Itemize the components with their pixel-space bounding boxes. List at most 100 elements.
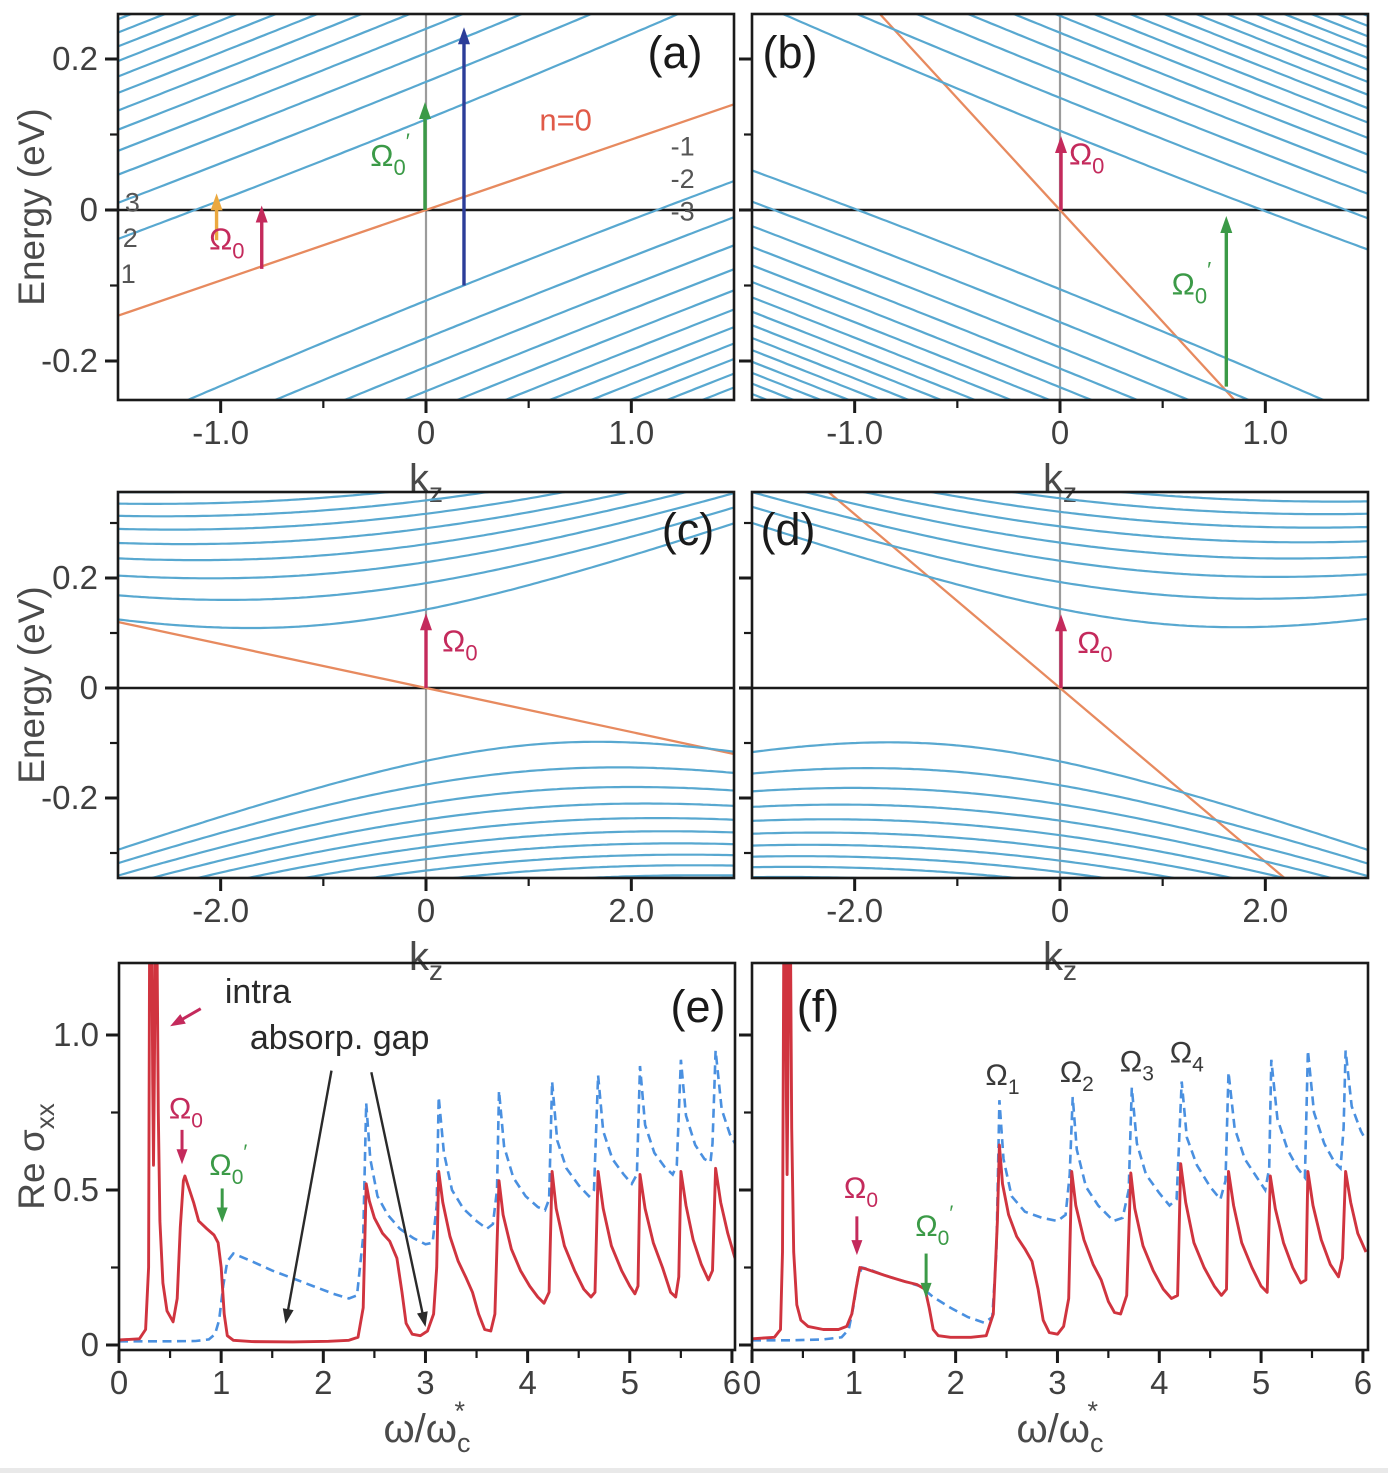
landau-level-curve-n7 — [118, 14, 321, 94]
landau-level-curve-n-1 — [752, 169, 1327, 400]
y-axis-title: Re σxx — [11, 1103, 60, 1209]
landau-level-curve-n-4 — [401, 268, 734, 400]
landau-level-curve-n1 — [118, 522, 734, 630]
omega2-label: Ω2 — [1060, 1056, 1094, 1096]
absorption-gap-arrow-1 — [282, 1070, 333, 1324]
landau-level-curve-n6 — [118, 492, 571, 531]
landau-level-curve-n-8 — [752, 855, 1113, 878]
omega0-label: Ω0 — [209, 221, 244, 263]
panel-letter-f: (f) — [797, 981, 839, 1032]
landau-level-curve-n-6 — [502, 308, 734, 400]
x-tick-label: 5 — [1252, 1364, 1270, 1401]
omega0-prime-label: Ω0′ — [209, 1141, 247, 1189]
landau-level-curve-n4 — [118, 492, 691, 562]
landau-level-curve-n8 — [118, 14, 279, 78]
landau-level-curve-n-4 — [752, 803, 1336, 878]
landau-level-curve-n4 — [118, 14, 466, 152]
omega0-transition-arrow — [1055, 136, 1067, 210]
landau-level-curve-n2 — [118, 14, 595, 204]
x-tick-label: 0 — [1051, 892, 1069, 929]
landau-level-curve-n11 — [1223, 14, 1368, 71]
landau-level-curve-n-10 — [565, 874, 734, 878]
landau-level-curve-n9 — [118, 14, 240, 63]
landau-level-curve-n2 — [854, 14, 1368, 220]
landau-level-curve-n-4 — [752, 245, 1141, 400]
panel-letter-e: (e) — [671, 981, 726, 1032]
omega0-prime-label: Ω0′ — [1172, 258, 1212, 309]
omega0-transition-arrow — [255, 205, 268, 269]
landau-level-curve-n-11 — [752, 349, 882, 400]
y-tick-label: 0.5 — [53, 1171, 99, 1208]
omega0-prime-pointer-arrow — [216, 1188, 228, 1223]
landau-level-curve-n5 — [858, 492, 1368, 544]
landau-level-curve-n12 — [1253, 14, 1368, 60]
landau-level-curve-n1 — [752, 521, 1368, 629]
omega0-prime-label: Ω0′ — [915, 1202, 953, 1250]
omega0-pointer-arrow — [176, 1129, 188, 1165]
landau-level-curve-n-1 — [118, 740, 734, 851]
conductivity-curve-red-solid — [752, 963, 1368, 1341]
level-1-label: 1 — [121, 259, 136, 289]
landau-level-curve-n-9 — [444, 864, 734, 878]
landau-level-curve-n-1 — [184, 179, 734, 400]
panel-letter-d: (d) — [761, 504, 816, 555]
panel-frame — [750, 961, 1370, 1352]
landau-level-curve-n-10 — [752, 336, 912, 400]
absorption-gap-label: absorp. gap — [250, 1019, 430, 1057]
omega0-prime-pointer-arrow — [920, 1253, 932, 1298]
panel-letter-b: (b) — [763, 27, 818, 78]
landau-level-curve-n-9 — [752, 865, 1028, 878]
axis-ticks: -2.0 0 2.0 — [739, 521, 1288, 929]
landau-level-curve-n-2 — [272, 216, 734, 400]
x-axis-title: ω/ωc* — [1016, 1396, 1103, 1458]
y-tick-label: 0.2 — [52, 40, 98, 77]
landau-level-curve-n8 — [118, 492, 400, 505]
landau-level-curve-n-7 — [752, 296, 1015, 400]
x-tick-label: 2.0 — [1242, 892, 1288, 929]
omega3-label: Ω3 — [1120, 1045, 1154, 1085]
landau-level-curve-n3 — [752, 492, 1368, 578]
landau-level-curve-n7 — [1091, 14, 1368, 124]
x-tick-label: 1 — [845, 1364, 863, 1401]
x-tick-label: 1.0 — [1242, 414, 1288, 451]
x-tick-label: -1.0 — [192, 414, 249, 451]
landau-level-curve-n-4 — [147, 802, 734, 878]
axis-ticks: -1.0 0 1.0 — [739, 57, 1288, 451]
panel-d: -2.0 0 2.0kz(d)Ω0 — [739, 490, 1370, 986]
landau-level-curve-n3 — [913, 14, 1368, 195]
landau-level-curve-n-9 — [752, 324, 944, 400]
landau-level-curve-n4 — [800, 492, 1368, 560]
x-tick-label: 4 — [518, 1364, 536, 1401]
level-3-label: 3 — [125, 188, 140, 218]
y-axis-title: Energy (eV) — [11, 586, 52, 783]
x-tick-label: 3 — [1048, 1364, 1066, 1401]
landau-level-curve-n-6 — [752, 831, 1238, 878]
level-m2-label: -2 — [671, 164, 695, 194]
intra-label: intra — [225, 973, 291, 1011]
panel-frame — [117, 961, 737, 1352]
landau-level-curve-n3 — [118, 492, 734, 580]
x-tick-label: 1.0 — [608, 414, 654, 451]
x-tick-label: 2 — [314, 1364, 332, 1401]
landau-level-curve-n7 — [1004, 492, 1368, 516]
landau-level-curve-n-8 — [588, 342, 734, 400]
omega0-label: Ω0 — [442, 624, 477, 666]
omega0-label: Ω0 — [844, 1172, 878, 1212]
landau-level-curve-n9 — [1160, 14, 1368, 96]
omega4-label: Ω4 — [1170, 1036, 1204, 1076]
panel-f: 0 1 2 3 4 5 6 ω/ωc* (f) Ω0 Ω0′ Ω1 Ω2 Ω3 Ω4 — [739, 961, 1372, 1458]
x-tick-label: 0 — [743, 1364, 761, 1401]
omega0-prime-label: Ω0′ — [370, 129, 410, 180]
landau-level-curve-n-2 — [752, 767, 1368, 865]
landau-level-curve-n-2 — [118, 766, 734, 865]
chiral-level-label: n=0 — [539, 103, 592, 138]
level-2-label: 2 — [123, 223, 138, 253]
axis-ticks: 0 1 2 3 4 5 6 — [739, 1033, 1372, 1401]
omega0-pointer-arrow — [851, 1216, 863, 1256]
landau-level-curve-n-1 — [752, 741, 1368, 852]
landau-level-curve-n-7 — [752, 843, 1180, 878]
x-tick-label: -1.0 — [826, 414, 883, 451]
landau-level-curve-n-3 — [118, 785, 734, 877]
axis-ticks: 0 1 2 3 4 5 6 1.0 0.5 0 — [53, 1016, 741, 1401]
